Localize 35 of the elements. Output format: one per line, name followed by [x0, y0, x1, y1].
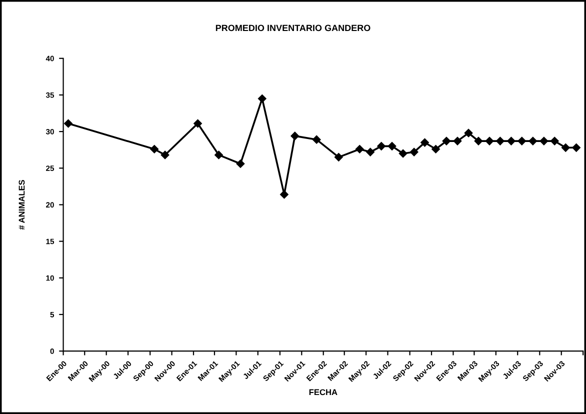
point [453, 136, 462, 146]
chart-title: PROMEDIO INVENTARIO GANDERO [216, 24, 370, 32]
point [528, 136, 538, 146]
point [280, 190, 288, 199]
point [507, 136, 516, 146]
point [432, 144, 440, 154]
point [377, 142, 386, 150]
point [540, 136, 548, 146]
point [366, 148, 374, 156]
point [258, 94, 266, 103]
point [388, 142, 396, 150]
point [572, 144, 580, 152]
y-axis-title: # ANIMALES [18, 180, 25, 230]
point [464, 128, 473, 138]
point [398, 149, 408, 158]
point [518, 136, 526, 146]
point [214, 150, 223, 160]
point [312, 135, 321, 144]
point [356, 144, 364, 154]
point [290, 132, 300, 140]
point [442, 136, 451, 146]
point [474, 136, 483, 146]
point [420, 138, 429, 147]
point [160, 150, 170, 160]
point [64, 119, 72, 128]
point [410, 148, 418, 156]
point [150, 144, 158, 154]
point [194, 119, 202, 128]
point [550, 136, 559, 146]
point [496, 136, 504, 146]
x-axis-title: FECHA [309, 389, 338, 396]
point [485, 136, 494, 146]
point [236, 160, 245, 168]
point [334, 153, 343, 162]
point [562, 144, 570, 152]
